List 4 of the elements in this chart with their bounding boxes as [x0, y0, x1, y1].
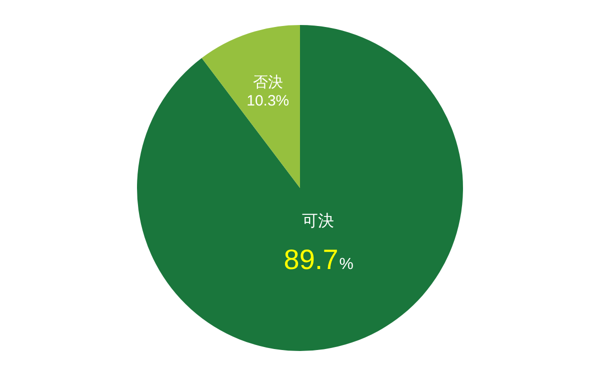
data-label: 89.7%: [284, 244, 354, 276]
slice-label: 否決: [252, 73, 283, 92]
slice-label: 可決: [302, 211, 334, 230]
data-label: 10.3%: [246, 92, 290, 110]
